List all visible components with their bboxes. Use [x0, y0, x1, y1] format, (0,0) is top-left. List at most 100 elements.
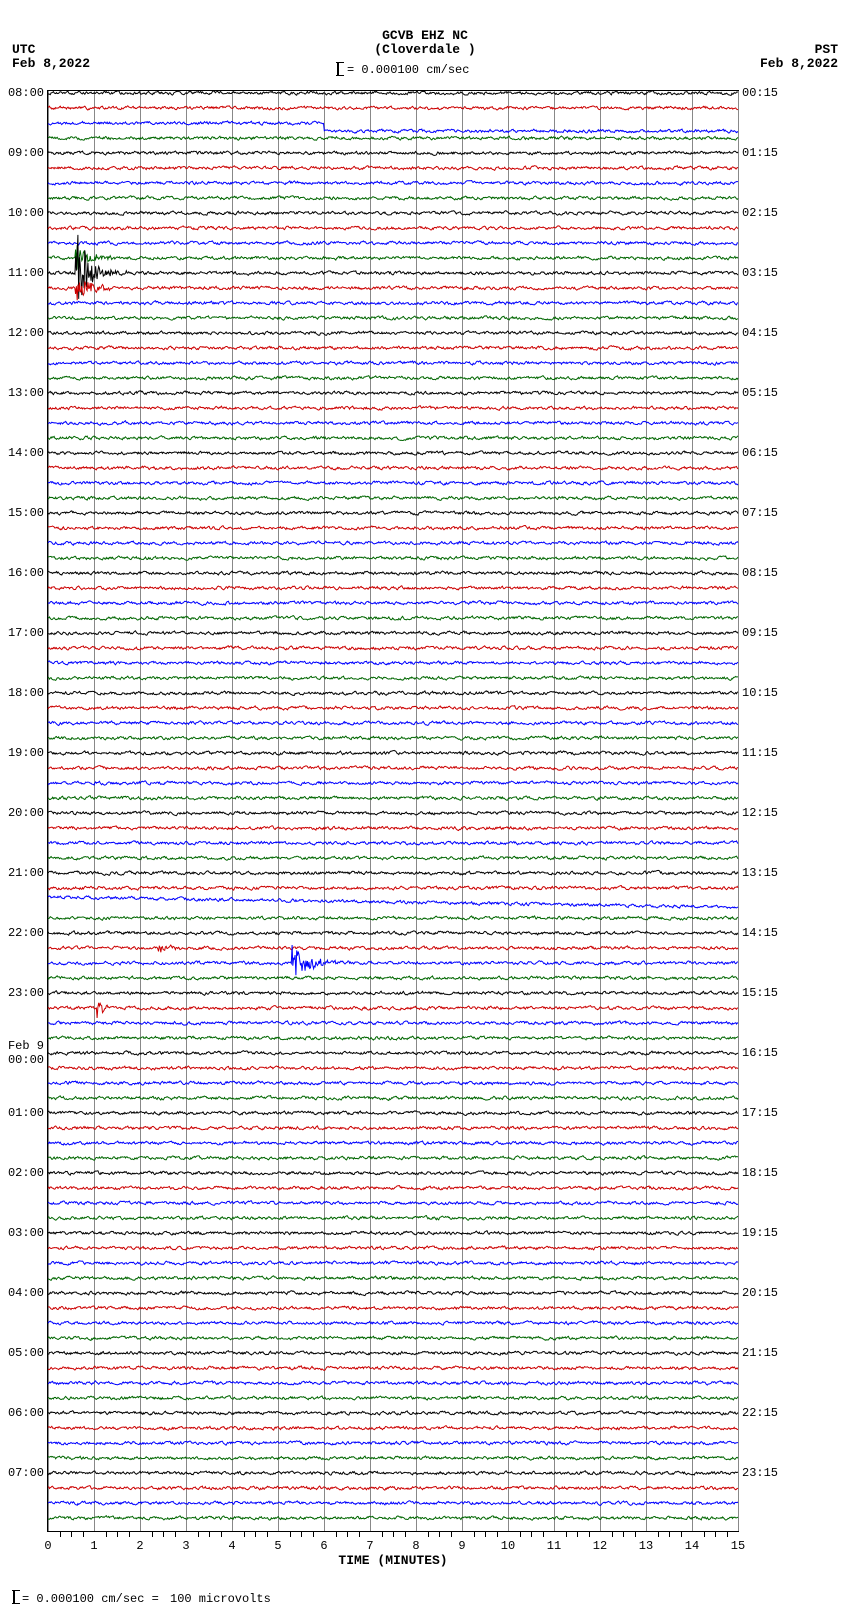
x-minor-tick [244, 1531, 245, 1537]
seismic-trace [48, 318, 738, 319]
x-tick-label: 9 [458, 1539, 465, 1553]
x-minor-tick [531, 1531, 532, 1537]
seismic-trace [48, 1233, 738, 1234]
seismic-trace [48, 738, 738, 739]
x-minor-tick [359, 1531, 360, 1537]
seismic-trace [48, 1368, 738, 1369]
x-tick-label: 12 [593, 1539, 607, 1553]
seismic-trace [48, 1398, 738, 1399]
right-time-label: 09:15 [742, 626, 778, 640]
left-time-label: 11:00 [8, 266, 44, 280]
right-time-label: 10:15 [742, 686, 778, 700]
x-tick-label: 13 [639, 1539, 653, 1553]
gridline-vertical [508, 91, 509, 1531]
seismic-trace [48, 1128, 738, 1129]
seismic-trace [48, 813, 738, 814]
x-minor-tick [209, 1531, 210, 1537]
seismic-trace [48, 498, 738, 499]
x-minor-tick [60, 1531, 61, 1537]
x-minor-tick [681, 1531, 682, 1537]
seismic-trace [48, 363, 738, 364]
seismic-trace [48, 1488, 738, 1489]
seismic-trace [48, 1053, 738, 1054]
left-time-label: 02:00 [8, 1166, 44, 1180]
footer-scale-value: 100 microvolts [170, 1592, 271, 1606]
seismic-trace [48, 1518, 738, 1519]
seismic-trace [48, 198, 738, 199]
seismic-trace [48, 798, 738, 799]
seismic-trace [48, 1503, 738, 1504]
x-tick-label: 11 [547, 1539, 561, 1553]
gridline-vertical [232, 91, 233, 1531]
x-tick-label: 3 [182, 1539, 189, 1553]
left-time-label: 10:00 [8, 206, 44, 220]
x-minor-tick [198, 1531, 199, 1537]
x-axis-title: TIME (MINUTES) [338, 1553, 447, 1568]
x-minor-tick [612, 1531, 613, 1537]
right-time-label: 03:15 [742, 266, 778, 280]
seismic-trace [48, 978, 738, 979]
seismic-trace [48, 93, 738, 94]
seismic-trace [48, 1323, 738, 1324]
left-time-label: 17:00 [8, 626, 44, 640]
seismic-trace [48, 678, 738, 679]
x-tick-label: 6 [320, 1539, 327, 1553]
x-minor-tick [255, 1531, 256, 1537]
left-time-label: 16:00 [8, 566, 44, 580]
seismic-trace [48, 303, 738, 304]
seismic-trace [48, 408, 738, 409]
left-time-label: 06:00 [8, 1406, 44, 1420]
left-time-label: 20:00 [8, 806, 44, 820]
left-time-label: 21:00 [8, 866, 44, 880]
seismic-trace [48, 918, 738, 919]
x-minor-tick [393, 1531, 394, 1537]
x-tick-label: 4 [228, 1539, 235, 1553]
seismic-trace [48, 1383, 738, 1384]
x-minor-tick [658, 1531, 659, 1537]
right-time-label: 20:15 [742, 1286, 778, 1300]
seismic-trace [48, 933, 738, 934]
seismic-trace [48, 183, 738, 184]
seismic-trace [48, 1263, 738, 1264]
seismic-trace [48, 873, 738, 874]
seismic-trace [48, 843, 738, 844]
right-timezone: PST [815, 42, 838, 57]
x-minor-tick [635, 1531, 636, 1537]
x-minor-tick [175, 1531, 176, 1537]
gridline-vertical [278, 91, 279, 1531]
left-date: Feb 8,2022 [12, 56, 90, 71]
x-minor-tick [474, 1531, 475, 1537]
x-minor-tick [727, 1531, 728, 1537]
right-time-label: 07:15 [742, 506, 778, 520]
right-time-label: 11:15 [742, 746, 778, 760]
left-time-label: 01:00 [8, 1106, 44, 1120]
left-time-label: 18:00 [8, 686, 44, 700]
seismic-trace [48, 723, 738, 724]
seismic-trace [48, 1458, 738, 1459]
right-time-label: 08:15 [742, 566, 778, 580]
seismic-trace [48, 228, 738, 229]
x-minor-tick [566, 1531, 567, 1537]
seismic-trace [48, 1248, 738, 1249]
seismic-trace [48, 1443, 738, 1444]
seismic-trace [48, 288, 738, 289]
seismic-trace [48, 558, 738, 559]
x-minor-tick [669, 1531, 670, 1537]
x-tick-label: 10 [501, 1539, 515, 1553]
right-time-label: 00:15 [742, 86, 778, 100]
x-minor-tick [715, 1531, 716, 1537]
x-tick-label: 0 [44, 1539, 51, 1553]
seismic-trace [48, 783, 738, 784]
seismic-trace [48, 1308, 738, 1309]
left-time-label: 08:00 [8, 86, 44, 100]
seismic-trace [48, 1188, 738, 1189]
seismic-trace [48, 168, 738, 169]
station-code: GCVB EHZ NC [382, 28, 468, 43]
right-time-label: 14:15 [742, 926, 778, 940]
x-tick-label: 14 [685, 1539, 699, 1553]
gridline-vertical [416, 91, 417, 1531]
seismic-trace [48, 1203, 738, 1204]
x-minor-tick [382, 1531, 383, 1537]
seismic-trace [48, 348, 738, 349]
left-time-label: 12:00 [8, 326, 44, 340]
